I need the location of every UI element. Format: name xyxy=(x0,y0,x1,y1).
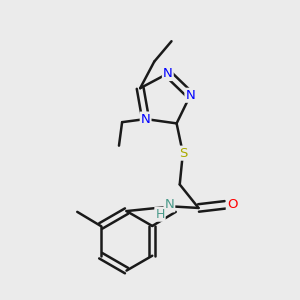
Text: S: S xyxy=(179,147,187,160)
Text: N: N xyxy=(185,89,195,102)
Text: O: O xyxy=(227,198,237,211)
Text: H: H xyxy=(155,208,165,221)
Text: N: N xyxy=(141,112,151,125)
Text: N: N xyxy=(164,198,174,211)
Text: N: N xyxy=(163,67,173,80)
